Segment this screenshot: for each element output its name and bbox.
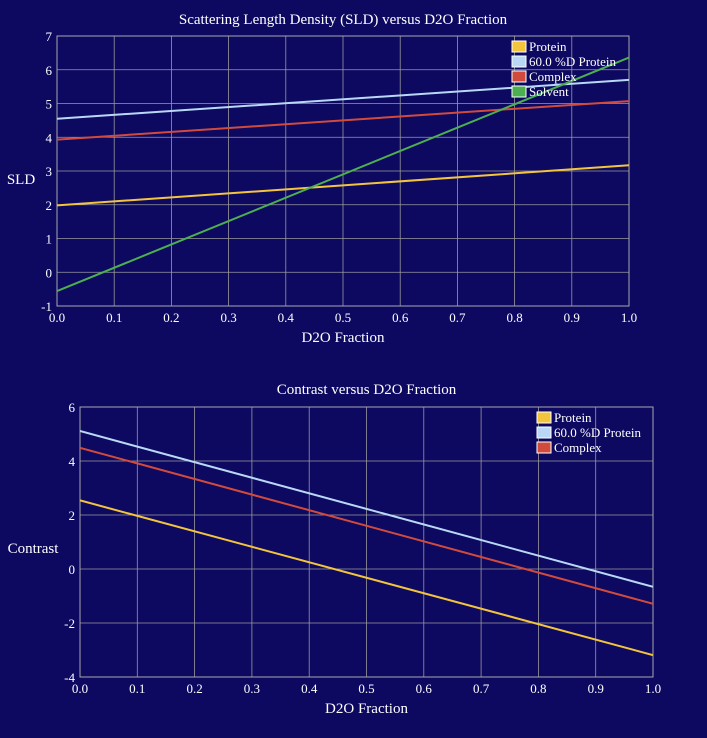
series-line-60-0-d-protein: [80, 430, 653, 588]
legend-swatch: [511, 70, 527, 83]
series-line-solvent: [57, 56, 629, 293]
legend-swatch: [536, 441, 552, 454]
y-axis-label: SLD: [7, 172, 36, 188]
y-tick-label: 6: [46, 63, 53, 78]
y-tick-label: 6: [69, 400, 76, 415]
y-tick-label: 3: [46, 164, 53, 179]
x-tick-label: 0.3: [220, 310, 236, 325]
plot-frame: [79, 406, 654, 678]
legend-label: Protein: [529, 39, 567, 54]
legend-swatch: [536, 426, 552, 439]
legend-swatch: [536, 411, 552, 424]
x-tick-label: 0.7: [449, 310, 466, 325]
x-tick-label: 0.9: [564, 310, 580, 325]
x-tick-label: 0.4: [301, 681, 318, 696]
x-tick-label: 0.4: [278, 310, 295, 325]
x-tick-label: 1.0: [645, 681, 661, 696]
y-tick-label: -1: [41, 299, 52, 314]
legend-label: Complex: [529, 69, 577, 84]
chart-title: Scattering Length Density (SLD) versus D…: [179, 12, 508, 28]
plot-frame: [56, 35, 630, 307]
x-tick-label: 0.3: [244, 681, 260, 696]
y-tick-label: 0: [46, 265, 53, 280]
y-tick-label: 0: [69, 562, 76, 577]
series-line-60-0-d-protein: [57, 78, 629, 120]
series-line-complex: [57, 100, 629, 141]
legend-swatch: [511, 85, 527, 98]
y-tick-label: 1: [46, 232, 53, 247]
x-tick-label: 0.9: [588, 681, 604, 696]
y-tick-label: -2: [64, 616, 75, 631]
legend-label: Protein: [554, 410, 592, 425]
series-line-complex: [80, 446, 653, 605]
x-tick-label: 0.8: [506, 310, 522, 325]
sld-chart: Scattering Length Density (SLD) versus D…: [7, 12, 637, 346]
legend-label: Solvent: [529, 84, 569, 99]
legend-swatch: [511, 55, 527, 68]
x-tick-label: 0.0: [72, 681, 88, 696]
x-tick-label: 0.5: [335, 310, 351, 325]
x-tick-label: 0.8: [530, 681, 546, 696]
series-line-protein: [57, 164, 629, 207]
x-axis-label: D2O Fraction: [302, 330, 385, 346]
x-tick-label: 0.2: [186, 681, 202, 696]
y-tick-label: 2: [46, 198, 53, 213]
x-tick-label: 0.2: [163, 310, 179, 325]
y-tick-label: 2: [69, 508, 76, 523]
x-tick-label: 0.6: [392, 310, 409, 325]
x-tick-label: 0.7: [473, 681, 490, 696]
y-tick-label: 5: [46, 97, 53, 112]
legend-swatch: [511, 40, 527, 53]
series-line-protein: [80, 499, 653, 657]
y-tick-label: -4: [64, 670, 75, 685]
y-tick-label: 7: [46, 29, 53, 44]
contrast-chart: Contrast versus D2O Fraction 0.0 0.1 0.2 0.3…: [8, 382, 662, 717]
y-axis-label: Contrast: [8, 541, 60, 557]
legend-label: Complex: [554, 440, 602, 455]
chart-title: Contrast versus D2O Fraction: [277, 382, 457, 398]
contrast-chart-panel: Contrast versus D2O Fraction 0.0 0.1 0.2 0.3…: [0, 369, 707, 738]
x-tick-label: 0.1: [129, 681, 145, 696]
x-tick-label: 0.6: [416, 681, 433, 696]
x-axis-label: D2O Fraction: [325, 701, 408, 717]
sld-chart-panel: Scattering Length Density (SLD) versus D…: [7, 12, 637, 346]
x-tick-label: 0.1: [106, 310, 122, 325]
y-tick-label: 4: [69, 454, 76, 469]
legend-label: 60.0 %D Protein: [554, 425, 642, 440]
x-tick-label: 0.5: [358, 681, 374, 696]
y-tick-label: 4: [46, 130, 53, 145]
x-tick-label: 1.0: [621, 310, 637, 325]
x-tick-label: 0.0: [49, 310, 65, 325]
legend-label: 60.0 %D Protein: [529, 54, 617, 69]
